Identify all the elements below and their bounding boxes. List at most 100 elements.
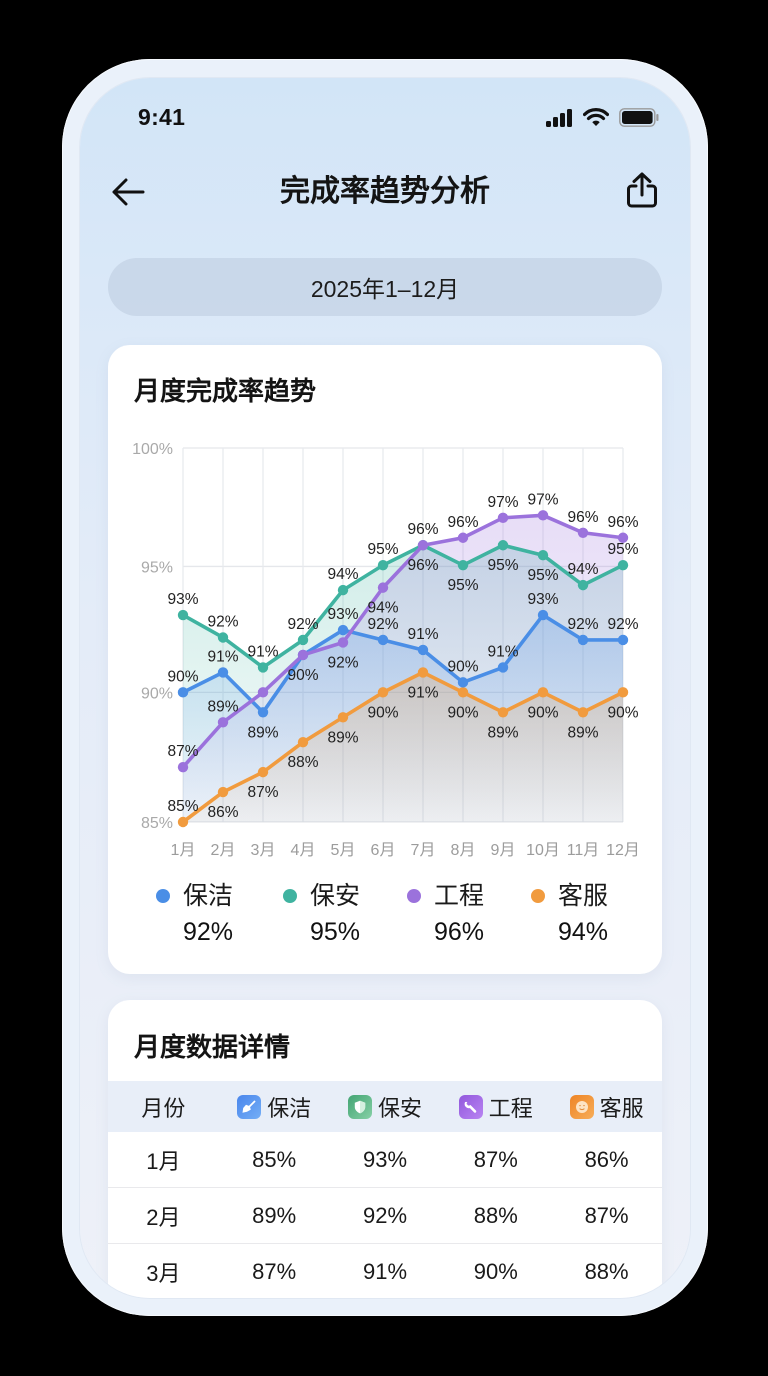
shield-icon [347,1094,372,1119]
data-point-label: 91% [487,643,518,660]
data-point[interactable] [497,707,509,718]
legend-item-security[interactable]: 保安 95% [283,878,403,954]
y-axis-tick-label: 100% [132,441,173,458]
data-point[interactable] [617,634,629,646]
y-axis-tick-label: 95% [141,559,173,576]
data-point-label: 92% [607,616,638,633]
data-point[interactable] [177,609,189,621]
series-line [181,543,625,670]
column-header-engineering: 工程 [440,1091,551,1123]
date-range-selector[interactable]: 2025年1–12月 [108,258,662,316]
data-point[interactable] [457,559,469,571]
data-point[interactable] [497,662,509,673]
data-point-label: 96% [447,514,478,531]
data-point[interactable] [577,707,589,718]
data-point[interactable] [217,786,229,798]
data-point-label: 95% [487,557,518,574]
data-point[interactable] [377,687,389,698]
data-point[interactable] [217,717,229,728]
data-point[interactable] [337,624,349,636]
cell-month: 2月 [146,1204,181,1230]
data-point-label: 89% [567,724,598,741]
data-point[interactable] [577,634,589,646]
data-point-label: 90% [607,704,638,721]
data-point[interactable] [537,550,549,561]
status-time: 9:41 [138,104,186,130]
data-point[interactable] [377,559,389,571]
data-point[interactable] [337,637,349,648]
data-point[interactable] [417,667,429,678]
data-point[interactable] [297,634,309,646]
data-point[interactable] [297,649,309,661]
data-point-label: 97% [527,491,558,508]
data-point[interactable] [457,532,469,543]
table-row: 1月 85% 93% 87% 86% [108,1132,662,1188]
legend-item-cleaning[interactable]: 保洁 92% [156,878,276,954]
data-point-label: 90% [447,704,478,721]
column-header-label: 客服 [599,1095,644,1121]
share-icon [627,172,657,208]
monthly-detail-card: 月度数据详情 月份 保洁 保安 [108,1000,662,1298]
data-point[interactable] [537,609,549,621]
data-point[interactable] [177,761,189,773]
app-screen: 9:41 完成率趋势分析 2025年1–12月 [80,78,690,1298]
column-header-label: 月份 [141,1095,186,1121]
x-axis-tick-label: 2月 [211,842,236,859]
data-point-label: 96% [607,514,638,531]
data-point[interactable] [537,510,549,521]
data-point-label: 94% [567,561,598,578]
column-header-month: 月份 [108,1091,219,1123]
trend-line-chart: 100% 95% 90% 85% 1月 2月 3月 4月 5月 6月 7月 8月 9月 10月 11月 12月… [132,441,640,859]
data-point[interactable] [577,579,589,591]
data-point[interactable] [217,632,229,643]
data-point-label: 92% [207,613,238,630]
data-point[interactable] [177,816,189,828]
data-point[interactable] [377,582,389,593]
page-title: 完成率趋势分析 [280,175,490,208]
data-point-label: 90% [287,667,318,684]
legend-name: 客服 [558,882,609,910]
data-point[interactable] [537,687,549,698]
data-point[interactable] [497,512,509,524]
data-point[interactable] [337,712,349,723]
cell-cleaning: 85% [252,1146,297,1172]
data-point[interactable] [257,662,269,673]
data-point[interactable] [297,737,309,748]
back-button[interactable] [110,176,146,208]
data-point[interactable] [377,634,389,646]
legend-name: 保洁 [183,882,234,910]
data-point-label: 89% [327,729,358,746]
data-point-label: 96% [407,557,438,574]
data-point[interactable] [257,687,269,698]
data-point[interactable] [497,540,509,551]
data-point[interactable] [577,527,589,538]
legend-dot-icon [283,889,297,903]
legend-item-engineering[interactable]: 工程 96% [407,878,527,954]
data-point[interactable] [617,559,629,571]
data-point[interactable] [617,532,629,543]
series-line [181,513,625,769]
data-point-label: 89% [207,698,238,715]
legend-item-customer-service[interactable]: 客服 94% [531,878,651,954]
data-point-label: 87% [247,784,278,801]
data-point[interactable] [457,677,469,688]
data-point[interactable] [257,707,269,718]
data-point-label: 93% [327,606,358,623]
data-point[interactable] [257,766,269,778]
data-point[interactable] [177,687,189,698]
cell-customer-service: 87% [584,1202,629,1228]
data-point-label: 96% [567,509,598,526]
data-point[interactable] [337,584,349,596]
battery-icon [619,108,659,127]
data-point[interactable] [417,644,429,656]
data-point[interactable] [457,687,469,698]
data-point[interactable] [417,540,429,551]
data-point[interactable] [217,667,229,678]
cell-customer-service: 88% [584,1258,629,1284]
detail-card-title: 月度数据详情 [134,1032,291,1062]
series-line [181,613,625,715]
share-button[interactable] [625,171,659,209]
data-point[interactable] [617,687,629,698]
cell-month: 3月 [146,1260,181,1286]
arrow-left-icon [112,178,145,206]
